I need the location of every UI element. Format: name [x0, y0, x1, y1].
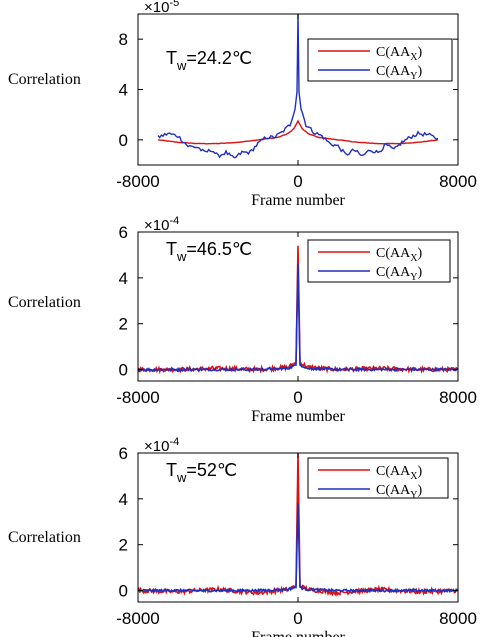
temperature-annotation: Tw=24.2℃: [166, 48, 252, 73]
legend-subscript: Y: [410, 272, 417, 283]
y-tick-label: 4: [119, 269, 128, 288]
legend-label-1: C(AAX): [376, 464, 422, 482]
legend-subscript: X: [410, 253, 418, 264]
x-tick-label: 0: [293, 172, 302, 191]
y-axis-label: Correlation: [8, 529, 81, 546]
scale-exponent: -4: [169, 215, 179, 227]
legend-box: [307, 38, 453, 82]
series-line-2: [138, 503, 458, 594]
annotation-main: T: [166, 48, 177, 68]
series-line-2: [138, 264, 458, 373]
legend-name: C(AA: [376, 483, 411, 498]
legend-label-2: C(AAY): [376, 483, 422, 501]
y-axis-label: Correlation: [8, 294, 81, 311]
legend-label-2: C(AAY): [376, 64, 422, 82]
y-tick-label: 2: [119, 536, 128, 555]
annotation-value: =52℃: [186, 460, 237, 480]
legend-close: ): [417, 483, 422, 498]
legend-close: ): [417, 45, 422, 60]
y-tick-label: 0: [119, 582, 128, 601]
annotation-value: =46.5℃: [186, 239, 252, 259]
legend-label-2: C(AAY): [376, 265, 422, 283]
x-axis-label: Frame number: [251, 192, 345, 209]
series-line-2: [157, 14, 439, 159]
x-tick-label: 0: [293, 609, 302, 628]
y-tick-label: 0: [119, 361, 128, 380]
annotation-main: T: [166, 239, 177, 259]
x-tick-label: -8000: [116, 388, 159, 407]
x-tick-label: -8000: [116, 172, 159, 191]
chart-panel-2: 0 2 4 6 -8000 0 8000 ×10-4 Frame number Correlati…: [8, 215, 477, 425]
y-tick-label: 4: [119, 81, 128, 100]
legend-name: C(AA: [376, 45, 411, 60]
legend-subscript: Y: [410, 71, 417, 82]
scale-base: ×10: [144, 0, 169, 16]
x-tick-label: 0: [293, 388, 302, 407]
legend-subscript: Y: [410, 490, 417, 501]
y-tick-label: 4: [119, 490, 128, 509]
x-tick-label: 8000: [439, 172, 477, 191]
annotation-subscript: w: [176, 470, 187, 485]
annotation-subscript: w: [176, 249, 187, 264]
x-axis-label: Frame number: [251, 629, 345, 637]
legend-box: [307, 239, 451, 283]
series-line-1: [138, 453, 458, 597]
x-tick-label: 8000: [439, 609, 477, 628]
legend-subscript: X: [410, 471, 418, 482]
y-tick-label: 6: [119, 223, 128, 242]
legend-close: ): [417, 246, 422, 261]
chart-panel-1: 0 4 8 -8000 0 8000 ×10-5 Frame number Correlatio…: [8, 0, 477, 209]
scale-base: ×10: [144, 217, 169, 234]
y-axis-label: Correlation: [8, 71, 81, 88]
scale-exponent: -4: [169, 436, 179, 448]
legend-subscript: X: [410, 52, 418, 63]
y-tick-label: 0: [119, 131, 128, 150]
scale-exponent: -5: [169, 0, 179, 9]
legend-name: C(AA: [376, 265, 411, 280]
legend-name: C(AA: [376, 246, 411, 261]
legend-close: ): [417, 464, 422, 479]
legend-close: ): [417, 265, 422, 280]
x-tick-label: -8000: [116, 609, 159, 628]
x-axis-label: Frame number: [251, 408, 345, 425]
legend-label-1: C(AAX): [376, 45, 422, 63]
temperature-annotation: Tw=46.5℃: [166, 239, 252, 264]
legend-name: C(AA: [376, 464, 411, 479]
y-scale-factor: ×10-4: [144, 436, 179, 455]
x-tick-label: 8000: [439, 388, 477, 407]
legend-label-1: C(AAX): [376, 246, 422, 264]
y-tick-label: 8: [119, 30, 128, 49]
legend-box: [307, 457, 449, 499]
chart-panel-3: 0 2 4 6 -8000 0 8000 ×10-4 Frame number Correlati…: [8, 436, 477, 637]
series-line-1: [157, 119, 439, 145]
y-tick-label: 6: [119, 444, 128, 463]
y-tick-label: 2: [119, 315, 128, 334]
annotation-subscript: w: [176, 58, 187, 73]
legend-name: C(AA: [376, 64, 411, 79]
legend-close: ): [417, 64, 422, 79]
annotation-main: T: [166, 460, 177, 480]
y-scale-factor: ×10-5: [144, 0, 179, 16]
y-scale-factor: ×10-4: [144, 215, 179, 234]
scale-base: ×10: [144, 438, 169, 455]
annotation-value: =24.2℃: [186, 48, 252, 68]
temperature-annotation: Tw=52℃: [166, 460, 237, 485]
